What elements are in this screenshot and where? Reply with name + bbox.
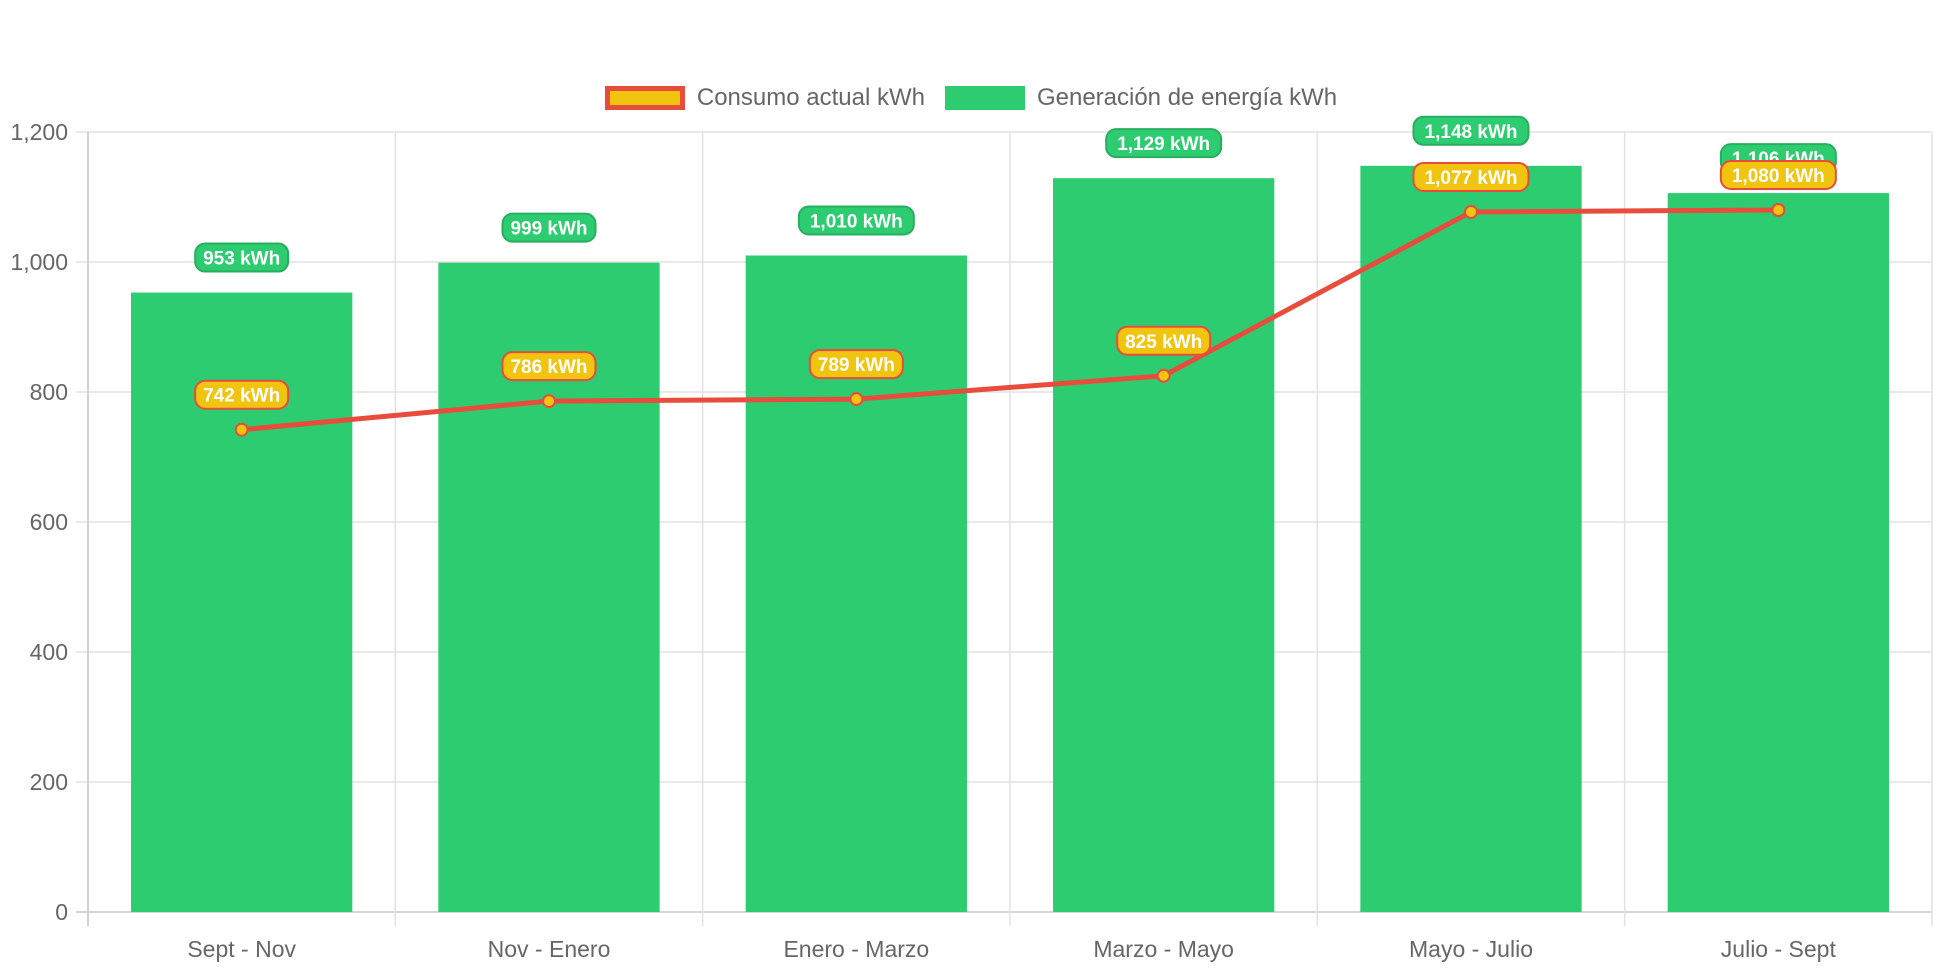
data-label-box [1105,128,1223,159]
data-label-consumo: 825 kWh [1116,325,1212,356]
y-tick-label: 1,200 [10,119,68,145]
y-tick-label: 200 [30,769,68,795]
legend-swatch-consumo [604,86,685,110]
data-label-generacion: 1,129 kWh [1105,128,1223,159]
y-tick-label: 0 [55,899,68,925]
data-label-box [1412,161,1530,192]
line-consumo [241,207,1779,433]
data-label-box [797,205,915,236]
data-label-box [194,379,290,410]
x-tick-label: Marzo - Mayo [1093,936,1234,962]
data-label-consumo: 1,080 kWh [1719,160,1837,190]
chart-legend: Consumo actual kWh Generación de energía… [0,84,1942,112]
data-label-text: 825 kWh [1125,332,1202,353]
data-label-consumo: 786 kWh [501,351,597,382]
legend-label-generacion: Generación de energía kWh [1036,84,1338,111]
bar-generacion [1667,193,1889,913]
y-tick-label: 800 [30,379,68,405]
point-consumo [542,394,556,409]
x-tick-label: Nov - Enero [488,936,611,962]
point-consumo [1464,204,1478,219]
data-label-box [1412,115,1530,146]
x-tick-label: Mayo - Julio [1409,936,1533,962]
data-label-text: 1,077 kWh [1425,168,1518,189]
data-label-generacion: 1,010 kWh [797,205,915,236]
data-label-text: 1,010 kWh [810,212,903,233]
data-label-text: 999 kWh [510,219,587,240]
data-label-text: 786 kWh [510,357,587,378]
data-label-consumo: 1,077 kWh [1412,161,1530,192]
data-label-generacion: 953 kWh [194,242,290,273]
x-tick-label: Julio - Sept [1721,936,1837,962]
data-label-generacion: 999 kWh [501,212,597,243]
data-label-text: 1,080 kWh [1732,166,1825,187]
data-label-box [1719,160,1837,190]
data-label-consumo: 789 kWh [808,349,904,380]
data-label-text: 953 kWh [203,249,280,270]
data-label-text: 742 kWh [203,386,280,407]
bar-generacion [1053,178,1275,912]
data-label-box [194,242,290,273]
legend-item-generacion[interactable]: Generación de energía kWh [944,84,1338,112]
point-consumo [234,422,249,437]
data-label-box [501,351,597,382]
data-label-text: 1,129 kWh [1117,134,1210,155]
point-consumo [1771,203,1786,217]
point-consumo [849,392,864,407]
data-label-box [1116,325,1212,356]
data-label-box [808,349,904,380]
data-label-generacion: 1,148 kWh [1412,115,1530,146]
data-label-box [501,212,597,243]
x-tick-label: Sept - Nov [187,936,296,962]
bar-generacion [1360,165,1582,913]
y-tick-label: 600 [30,509,68,535]
point-consumo [1156,368,1171,383]
legend-item-consumo[interactable]: Consumo actual kWh [604,84,925,112]
y-tick-label: 400 [30,639,68,665]
data-label-consumo: 742 kWh [194,379,290,410]
x-tick-label: Enero - Marzo [783,936,929,962]
data-label-text: 1,148 kWh [1425,122,1518,143]
data-label-text: 789 kWh [818,355,895,376]
y-tick-label: 1,000 [10,249,68,275]
legend-swatch-generacion [944,86,1025,110]
legend-label-consumo: Consumo actual kWh [696,84,925,111]
